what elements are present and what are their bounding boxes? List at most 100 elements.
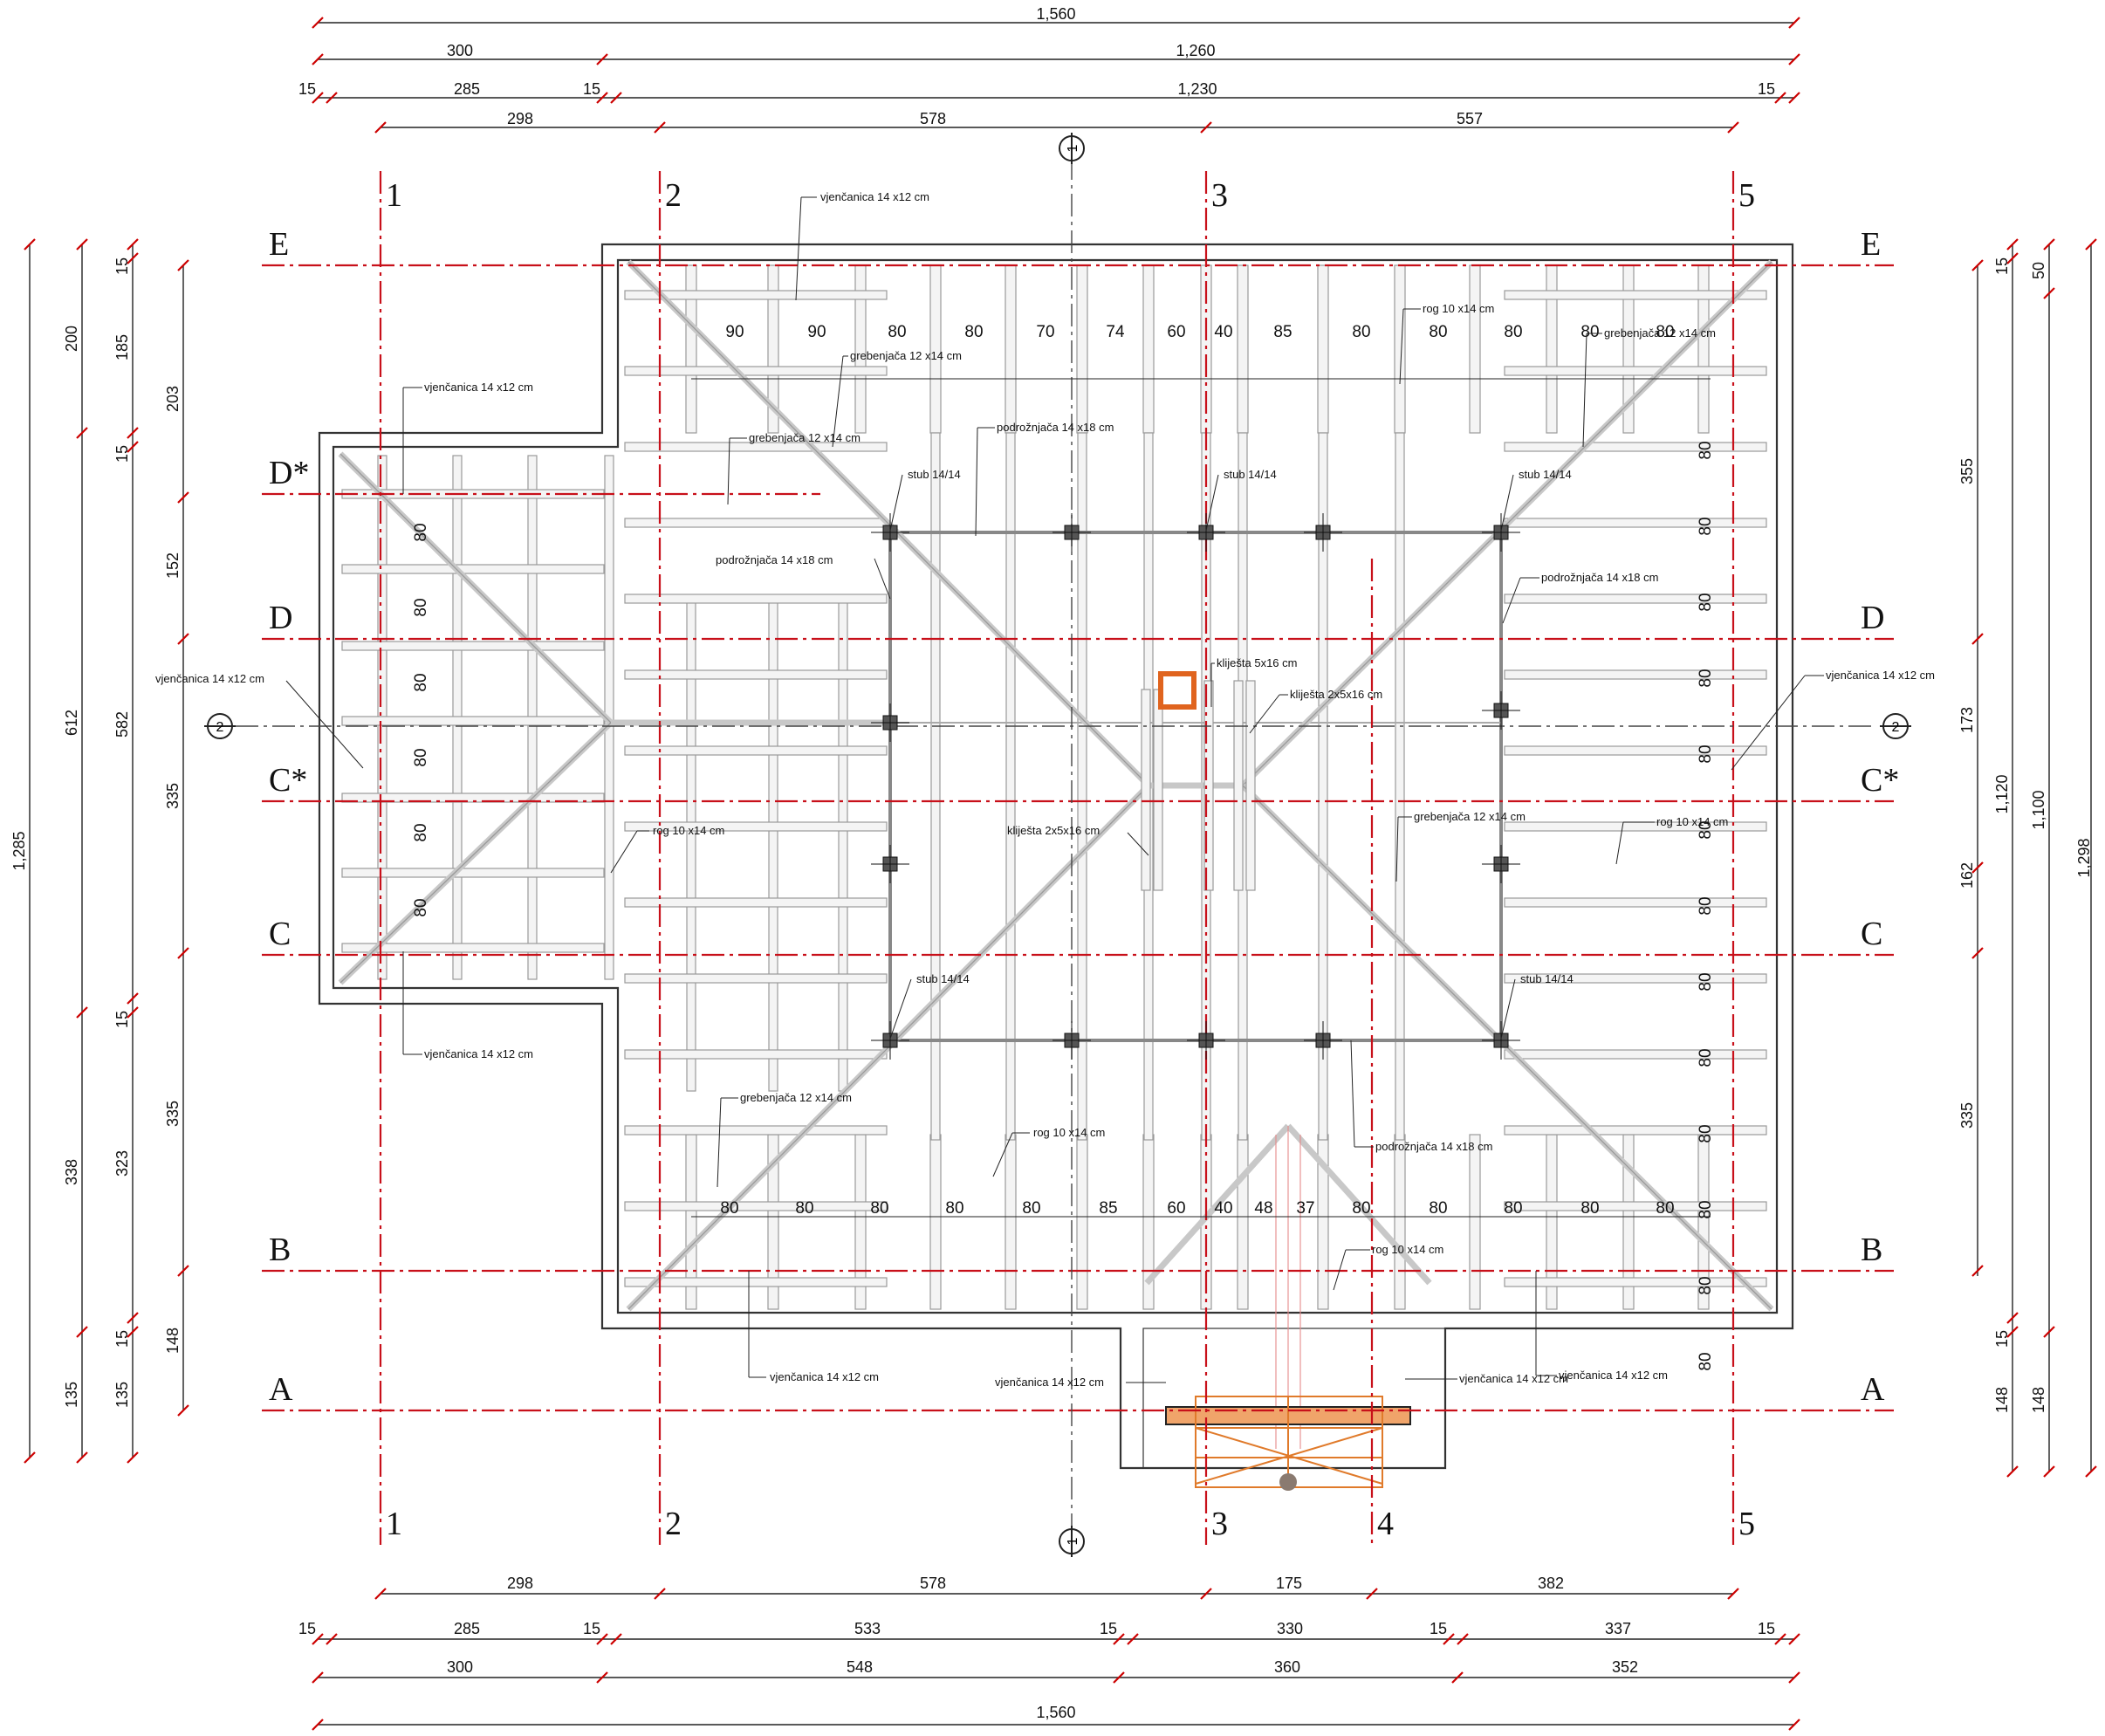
label-vjencanica-right: vjenčanica 14 x12 cm [1826, 669, 1935, 682]
axis-label-row: E [269, 226, 289, 263]
dim-left-3d: 582 [113, 711, 131, 738]
rafter-spacing-right: 80 [1697, 820, 1715, 839]
rafter-right [1504, 897, 1767, 908]
label-vjencanica-bottom-right-b: vjenčanica 14 x12 cm [1559, 1369, 1668, 1382]
axis-label-row: C* [269, 762, 307, 799]
rafter-spacing-bottom: 80 [1352, 1199, 1370, 1218]
rafter-spacing-top: 74 [1106, 323, 1125, 341]
dim-bot-2d: 533 [854, 1620, 881, 1637]
label-rog-bottom: rog 10 x14 cm [1033, 1126, 1105, 1139]
label-podroznjaca-left: podrožnjača 14 x18 cm [716, 553, 833, 566]
rafter-spacing-bottom: 60 [1167, 1199, 1185, 1218]
axis-label-row: D* [269, 455, 309, 491]
label-vjencanica-left-bottom: vjenčanica 14 x12 cm [424, 1047, 533, 1060]
svg-text:2: 2 [216, 720, 224, 735]
rafter-spacing-right: 80 [1697, 1276, 1715, 1294]
rafter-spacing-bottom: 80 [870, 1199, 888, 1218]
collar-ties [1141, 680, 1256, 891]
svg-text:1: 1 [1066, 144, 1080, 152]
dim-left-2b: 612 [63, 710, 80, 736]
dim-right-4a: 355 [1958, 458, 1976, 484]
rafter-right [1504, 442, 1767, 452]
rafter-right [1504, 745, 1767, 756]
section-mark-icon: 1 [1059, 133, 1085, 164]
axis-label-column: 1 [386, 1506, 402, 1542]
dim-top-4a: 298 [507, 110, 533, 127]
axis-label-row: A [1861, 1371, 1885, 1408]
rafter-spacing: 90 90 80 80 70 74 60 40 85 80 80 80 80 80 80 80 80 80 80 85… [412, 323, 1715, 1371]
dim-bot-total: 1,560 [1036, 1704, 1075, 1721]
post-icon [1482, 513, 1520, 552]
dim-bot-3a: 300 [447, 1658, 473, 1676]
post-icon [1482, 845, 1520, 883]
rafter-right [1504, 973, 1767, 984]
rafter-mid [1077, 432, 1087, 1141]
label-grebenjaca-top-left: grebenjača 12 x14 cm [850, 349, 962, 362]
label-podroznjaca-bottom: podrožnjača 14 x18 cm [1375, 1140, 1492, 1153]
rafter-spacing-bottom: 80 [1429, 1199, 1447, 1218]
axis-grid: 1 1 2 2 3 3 4 5 5 E E D* D D C* C* C C B B A A 1 1 2 2 [204, 133, 1911, 1557]
rafter-spacing-top: 80 [1429, 323, 1447, 341]
label-vjencanica-left-mid: vjenčanica 14 x12 cm [155, 672, 264, 685]
axis-label-column: 2 [665, 177, 682, 214]
dim-right-3d: 148 [1993, 1387, 2011, 1413]
rafter-top [1394, 264, 1406, 434]
rafter-spacing-right: 80 [1697, 896, 1715, 915]
dim-top-3b: 285 [454, 80, 480, 98]
post-icon [871, 703, 909, 742]
rafter-spacing-right: 80 [1697, 593, 1715, 611]
dim-bot-1a: 298 [507, 1575, 533, 1592]
dim-top-3a: 15 [298, 80, 316, 98]
rafter-spacing-left: 80 [412, 898, 430, 916]
rafter-wing-horizontal [341, 641, 605, 651]
chimney [1158, 671, 1196, 710]
rafter-spacing-right: 80 [1697, 517, 1715, 535]
rafter-left [624, 1277, 888, 1287]
label-klijesta-2x5x16-left: kliješta 2x5x16 cm [1007, 824, 1100, 837]
rafter-spacing-bottom: 80 [1656, 1199, 1674, 1218]
rafter-bottom [929, 1134, 942, 1310]
post-icon [1304, 1021, 1342, 1060]
label-stub-top-mid: stub 14/14 [1224, 468, 1277, 481]
rafter-spacing-top: 80 [1504, 323, 1522, 341]
rafter-left [624, 594, 888, 604]
top-dimensions: 1,560 300 1,260 15 285 15 1,230 15 298 5… [298, 5, 1800, 134]
dim-right-3a: 15 [1993, 257, 2011, 275]
label-vjencanica-left-top: vjenčanica 14 x12 cm [424, 381, 533, 394]
dim-bot-2b: 285 [454, 1620, 480, 1637]
dim-right-3b: 1,120 [1993, 774, 2011, 813]
dim-top-2a: 300 [447, 42, 473, 59]
rafter-spacing-bottom: 80 [1580, 1199, 1599, 1218]
rafter-right [1504, 366, 1767, 376]
rafters [341, 264, 1767, 1310]
rafter-top [685, 264, 697, 434]
dim-left-3h: 135 [113, 1382, 131, 1408]
dim-bot-2a: 15 [298, 1620, 316, 1637]
axis-label-column: 5 [1738, 177, 1755, 214]
label-podroznjaca-top: podrožnjača 14 x18 cm [997, 421, 1114, 434]
axis-label-row: C* [1861, 762, 1899, 799]
rafter-left [624, 290, 888, 300]
rafter-spacing-top: 80 [1656, 323, 1674, 341]
dim-bot-3d: 352 [1612, 1658, 1638, 1676]
post-icon [1187, 513, 1225, 552]
dim-top-3d: 1,230 [1177, 80, 1217, 98]
rafter-left [624, 897, 888, 908]
dim-right-total: 1,298 [2075, 838, 2093, 877]
rafter-spacing-bottom: 80 [720, 1199, 738, 1218]
rafter-wing-horizontal [341, 564, 605, 574]
rafter-left [624, 745, 888, 756]
rafter-left [624, 669, 888, 680]
dim-bot-3b: 548 [847, 1658, 873, 1676]
axis-label-column: 3 [1211, 177, 1228, 214]
post-icon [871, 1021, 909, 1060]
rafter-bottom [1005, 1134, 1017, 1310]
dim-left-4e: 148 [164, 1328, 182, 1354]
building-outline [318, 243, 1794, 1470]
label-vjencanica-bottom-right-a: vjenčanica 14 x12 cm [1459, 1372, 1568, 1385]
rafter-spacing-left: 80 [412, 823, 430, 841]
rafter-mid [1318, 432, 1328, 1141]
dim-top-total: 1,560 [1036, 5, 1075, 23]
post-icon [1052, 513, 1091, 552]
rafter-spacing-right: 80 [1697, 1352, 1715, 1370]
